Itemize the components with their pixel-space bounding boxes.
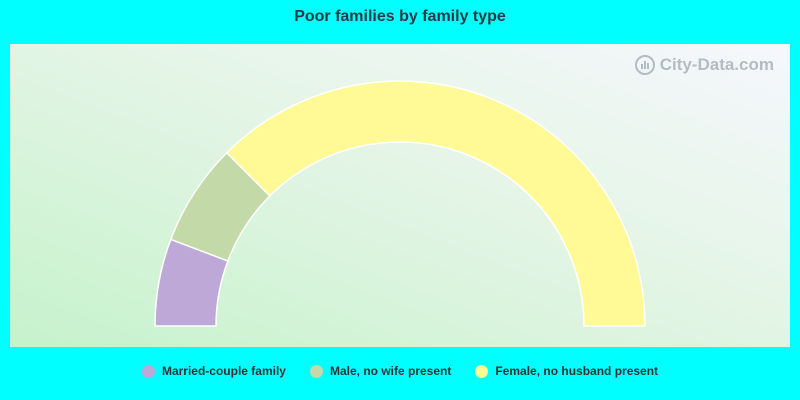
legend-label: Married-couple family bbox=[161, 364, 286, 378]
legend-label: Female, no husband present bbox=[495, 364, 659, 378]
legend-swatch bbox=[309, 364, 323, 378]
legend-item[interactable]: Married-couple family bbox=[141, 364, 286, 378]
watermark: City-Data.com bbox=[634, 54, 774, 76]
legend-swatch bbox=[475, 364, 489, 378]
legend-swatch bbox=[141, 364, 155, 378]
watermark-text: City-Data.com bbox=[659, 55, 774, 74]
donut-segment-female-no-husband-present[interactable] bbox=[225, 80, 646, 327]
legend: Married-couple family Male, no wife prese… bbox=[0, 364, 800, 378]
legend-item[interactable]: Male, no wife present bbox=[309, 364, 452, 378]
chart-title: Poor families by family type bbox=[294, 8, 506, 25]
legend-label: Male, no wife present bbox=[329, 364, 452, 378]
legend-item[interactable]: Female, no husband present bbox=[475, 364, 658, 378]
city-data-logo-icon bbox=[634, 55, 655, 75]
